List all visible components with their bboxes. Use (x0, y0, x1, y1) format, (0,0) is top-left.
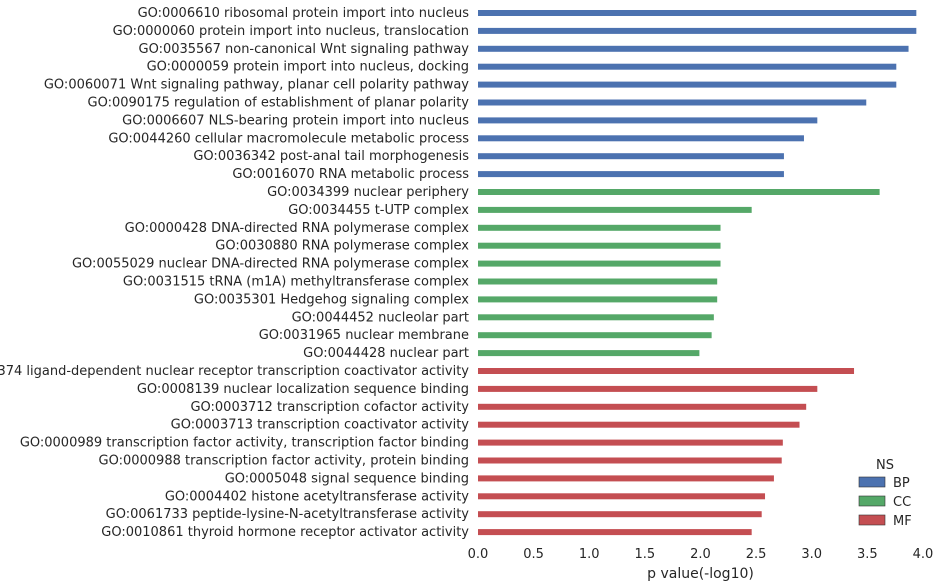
x-tick-label: 3.5 (857, 547, 878, 562)
bar-cc (478, 224, 721, 231)
category-label: GO:0035301 Hedgehog signaling complex (194, 292, 469, 307)
x-tick-label: 4.0 (913, 547, 934, 562)
bar-cc (478, 206, 752, 213)
bar-mf (478, 403, 807, 410)
legend-title: NS (876, 458, 894, 473)
category-label: GO:0034455 t-UTP complex (288, 203, 469, 218)
category-labels: GO:0006610 ribosomal protein import into… (0, 6, 469, 540)
category-label: GO:0000060 protein import into nucleus, … (113, 24, 469, 39)
bar-mf (478, 493, 766, 500)
x-tick-label: 2.0 (690, 547, 711, 562)
category-label: GO:0005048 signal sequence binding (225, 471, 469, 486)
legend-label-bp: BP (893, 476, 910, 491)
category-label: GO:0061733 peptide-lysine-N-acetyltransf… (106, 507, 470, 522)
legend-swatch-cc (858, 495, 886, 507)
x-tick-label: 1.5 (635, 547, 656, 562)
legend-swatch-bp (858, 476, 886, 488)
bars-layer (478, 10, 917, 536)
bar-mf (478, 475, 774, 482)
x-tick-label: 1.0 (579, 547, 600, 562)
category-label: GO:0004402 histone acetyltransferase act… (165, 489, 469, 504)
category-label: GO:0003713 transcription coactivator act… (171, 418, 470, 433)
bar-mf (478, 457, 782, 464)
category-label: GO:0000988 transcription factor activity… (99, 454, 470, 469)
legend: NS BP CC MF (858, 458, 912, 529)
bar-cc (478, 278, 718, 285)
category-label: GO:0006610 ribosomal protein import into… (138, 6, 470, 21)
legend-swatch-mf (858, 514, 886, 526)
bar-mf (478, 529, 752, 536)
bar-cc (478, 296, 718, 303)
category-label: GO:0000989 transcription factor activity… (20, 436, 469, 451)
x-axis-ticks: 0.0 0.5 1.0 1.5 2.0 2.5 3.0 3.5 4.0 (468, 547, 934, 562)
category-label: GO:0003712 transcription cofactor activi… (190, 400, 469, 415)
bar-bp (478, 171, 784, 178)
legend-label-cc: CC (893, 495, 911, 510)
x-tick-label: 3.0 (801, 547, 822, 562)
bar-bp (478, 45, 909, 52)
bar-bp (478, 63, 897, 70)
category-label: GO:0034399 nuclear periphery (267, 185, 469, 200)
bar-bp (478, 81, 897, 88)
bar-bp (478, 117, 818, 124)
category-label: GO:0031515 tRNA (m1A) methyltransferase … (123, 275, 469, 290)
bar-mf (478, 511, 762, 518)
bar-bp (478, 10, 917, 16)
category-label: GO:0055029 nuclear DNA-directed RNA poly… (72, 257, 469, 272)
category-label: GO:0016070 RNA metabolic process (232, 167, 469, 182)
bar-cc (478, 189, 880, 195)
category-label: GO:0008139 nuclear localization sequence… (137, 382, 469, 397)
bar-bp (478, 135, 804, 142)
bar-mf (478, 385, 818, 392)
bar-cc (478, 332, 712, 339)
category-label: GO:0044452 nucleolar part (292, 310, 469, 325)
category-label: GO:0035567 non-canonical Wnt signaling p… (139, 42, 470, 57)
x-tick-label: 2.5 (746, 547, 767, 562)
bar-bp (478, 27, 917, 34)
category-label: GO:0000059 protein import into nucleus, … (147, 60, 469, 75)
bar-cc (478, 242, 721, 249)
bar-mf (478, 439, 783, 446)
x-axis-title: p value(-log10) (647, 566, 754, 582)
category-label: GO:0044260 cellular macromolecule metabo… (108, 131, 469, 146)
bar-cc (478, 260, 721, 267)
bar-mf (478, 368, 855, 374)
category-label: GO:0010861 thyroid hormone receptor acti… (101, 525, 469, 540)
category-label: GO:0090175 regulation of establishment o… (88, 96, 470, 111)
bar-cc (478, 350, 700, 357)
category-label: GO:0000428 DNA-directed RNA polymerase c… (125, 221, 470, 236)
x-tick-label: 0.5 (523, 547, 544, 562)
bar-cc (478, 314, 714, 321)
bar-mf (478, 421, 800, 428)
category-label: GO:0031965 nuclear membrane (259, 328, 469, 343)
category-label: GO:0060071 Wnt signaling pathway, planar… (44, 78, 469, 93)
bar-bp (478, 153, 784, 160)
x-tick-label: 0.0 (468, 547, 489, 562)
category-label: GO:0036342 post-anal tail morphogenesis (193, 149, 469, 164)
category-label: GO:0006607 NLS-bearing protein import in… (122, 113, 469, 128)
category-label: GO:0044428 nuclear part (303, 346, 469, 361)
legend-label-mf: MF (893, 514, 912, 529)
category-label: GO:0030880 RNA polymerase complex (215, 239, 469, 254)
category-label: GO:0030374 ligand-dependent nuclear rece… (0, 364, 469, 379)
bar-bp (478, 99, 867, 106)
